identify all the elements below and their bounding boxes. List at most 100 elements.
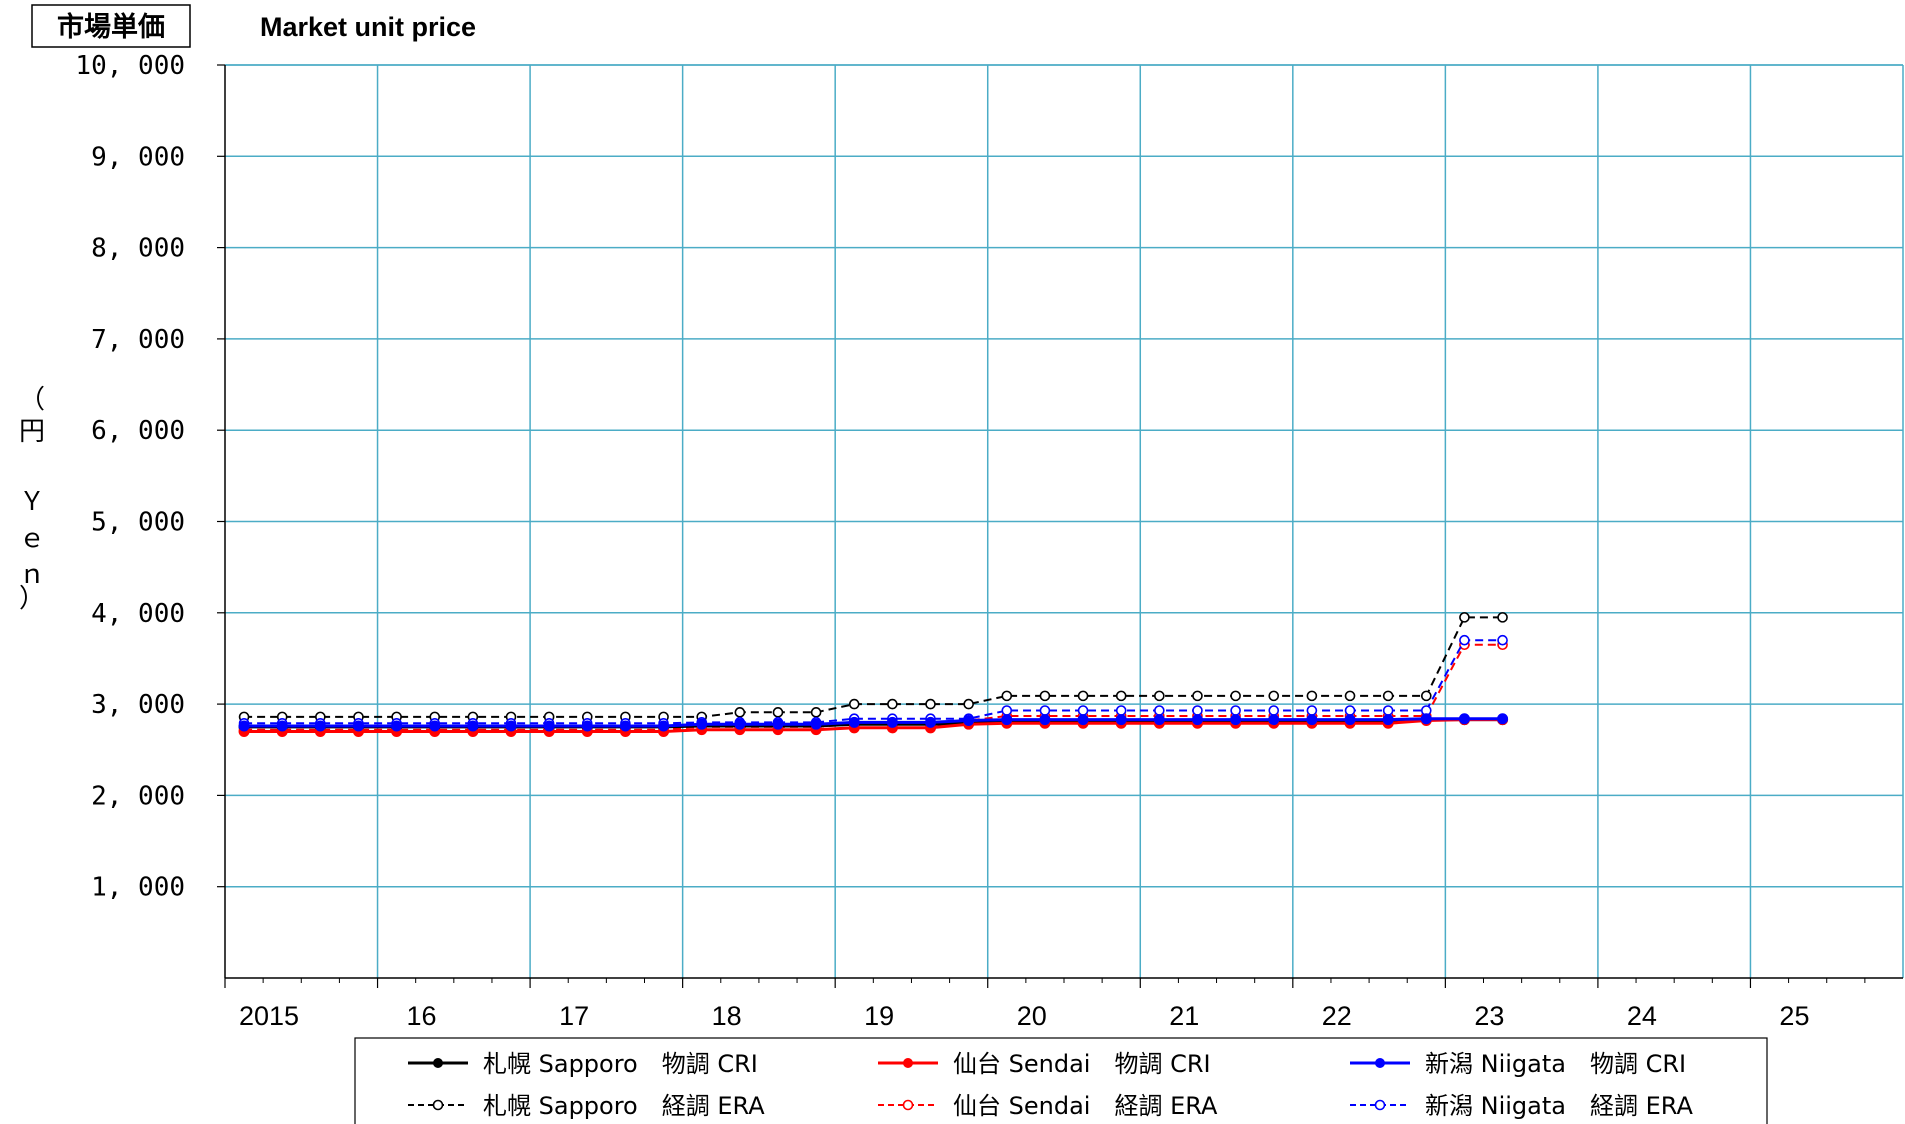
data-point	[963, 698, 974, 710]
y-label-char: （	[19, 385, 45, 415]
data-point	[505, 720, 517, 732]
data-point	[886, 716, 898, 728]
data-point	[1268, 714, 1280, 726]
legend-label: 札幌 Sapporo 経調 ERA	[483, 1092, 765, 1120]
data-point	[810, 707, 822, 718]
x-tick-label: 17	[559, 1001, 589, 1031]
data-point	[543, 720, 555, 732]
data-point	[1230, 714, 1242, 726]
data-point	[1382, 705, 1394, 716]
data-point	[848, 698, 860, 710]
data-point	[1154, 690, 1165, 702]
data-point	[1306, 714, 1318, 726]
x-tick-label: 19	[864, 1001, 894, 1031]
data-point	[963, 715, 975, 727]
data-point	[658, 720, 670, 732]
plot-area: 1, 000 2, 000 3, 000 4, 000 5, 000 6, 000 7, 0…	[75, 51, 1904, 1031]
data-point	[581, 720, 593, 732]
y-tick-label: 4, 000	[91, 599, 185, 629]
data-point	[1115, 714, 1127, 726]
chart-title-box: 市場単価	[57, 11, 165, 43]
data-point	[772, 707, 784, 718]
data-point	[772, 718, 784, 730]
data-point	[1230, 690, 1241, 702]
data-point	[1001, 705, 1013, 716]
data-point	[1001, 690, 1013, 702]
legend-box	[354, 1037, 1768, 1124]
data-point	[1459, 634, 1470, 646]
series-3	[238, 713, 1509, 732]
chart-title: Market unit price	[260, 12, 476, 42]
data-point	[1115, 705, 1127, 716]
legend-swatch-marker	[433, 1058, 443, 1068]
legend: 札幌 Sapporo 物調 CRI 仙台 Sendai 物調 CRI 新潟 Niig…	[354, 1037, 1768, 1124]
y-axis-ticks: 1, 000 2, 000 3, 000 4, 000 5, 000 6, 000 7, 0…	[75, 51, 225, 903]
data-point	[1230, 705, 1241, 716]
x-axis-ticks: 2015 16 17 18 19 20 21 22 23 24 25	[224, 978, 1866, 1031]
data-point	[1344, 705, 1356, 716]
legend-item: 新潟 Niigata 経調 ERA	[1350, 1092, 1693, 1120]
data-point	[314, 720, 326, 732]
data-point	[734, 707, 746, 718]
data-point	[1077, 690, 1089, 702]
legend-label: 札幌 Sapporo 物調 CRI	[483, 1050, 758, 1078]
data-point	[810, 718, 822, 730]
y-tick-label: 5, 000	[91, 508, 185, 538]
legend-item: 札幌 Sapporo 物調 CRI	[408, 1050, 758, 1078]
series-line	[244, 639, 1503, 725]
data-point	[1497, 634, 1508, 646]
data-point	[887, 698, 898, 710]
data-point	[1192, 690, 1203, 702]
data-point	[696, 718, 708, 730]
x-tick-label: 24	[1627, 1001, 1657, 1031]
y-axis-label: （円 Ｙｅｎ）	[19, 385, 45, 614]
data-point	[1039, 714, 1051, 726]
data-point	[276, 720, 288, 732]
y-tick-label: 2, 000	[91, 781, 185, 811]
y-tick-label: 6, 000	[91, 416, 185, 446]
data-point	[1497, 713, 1509, 725]
y-tick-label: 10, 000	[75, 51, 185, 81]
legend-swatch-marker	[903, 1058, 913, 1068]
y-label-char: ｎ	[19, 560, 45, 590]
data-point	[1458, 713, 1470, 725]
data-point	[1154, 705, 1165, 716]
legend-item: 新潟 Niigata 物調 CRI	[1350, 1050, 1686, 1078]
legend-label: 新潟 Niigata 経調 ERA	[1425, 1092, 1693, 1120]
legend-swatch-marker	[1375, 1058, 1385, 1068]
data-point	[429, 720, 441, 732]
legend-item: 仙台 Sendai 経調 ERA	[878, 1092, 1218, 1120]
data-point	[467, 720, 479, 732]
data-point	[1420, 690, 1432, 702]
data-point	[1077, 705, 1089, 716]
legend-swatch-marker	[1374, 1099, 1386, 1111]
data-point	[1268, 690, 1280, 702]
y-label-char: Ｙ	[19, 487, 45, 517]
data-point	[1382, 690, 1394, 702]
x-tick-label: 25	[1779, 1001, 1809, 1031]
data-point	[1039, 690, 1051, 702]
series-line	[244, 718, 1503, 733]
data-point	[1268, 705, 1280, 716]
data-point	[1306, 705, 1318, 716]
y-tick-label: 7, 000	[91, 325, 185, 355]
data-point	[1306, 690, 1318, 702]
data-point	[1001, 714, 1013, 726]
y-label-char: 円	[19, 417, 45, 447]
y-tick-label: 3, 000	[91, 690, 185, 720]
x-tick-label: 18	[712, 1001, 742, 1031]
y-label-char: ）	[19, 584, 45, 614]
x-tick-label: 22	[1322, 1001, 1352, 1031]
data-point	[1344, 714, 1356, 726]
x-tick-label: 21	[1169, 1001, 1199, 1031]
legend-label: 仙台 Sendai 経調 ERA	[953, 1092, 1218, 1120]
data-point	[352, 720, 364, 732]
data-point	[1191, 714, 1203, 726]
data-point	[1115, 690, 1127, 702]
legend-label: 新潟 Niigata 物調 CRI	[1425, 1050, 1686, 1078]
y-label-char: ｅ	[19, 524, 45, 554]
legend-label: 仙台 Sendai 物調 CRI	[953, 1050, 1211, 1078]
data-point	[238, 720, 250, 732]
data-point	[1459, 612, 1470, 623]
series-layer	[238, 612, 1509, 737]
